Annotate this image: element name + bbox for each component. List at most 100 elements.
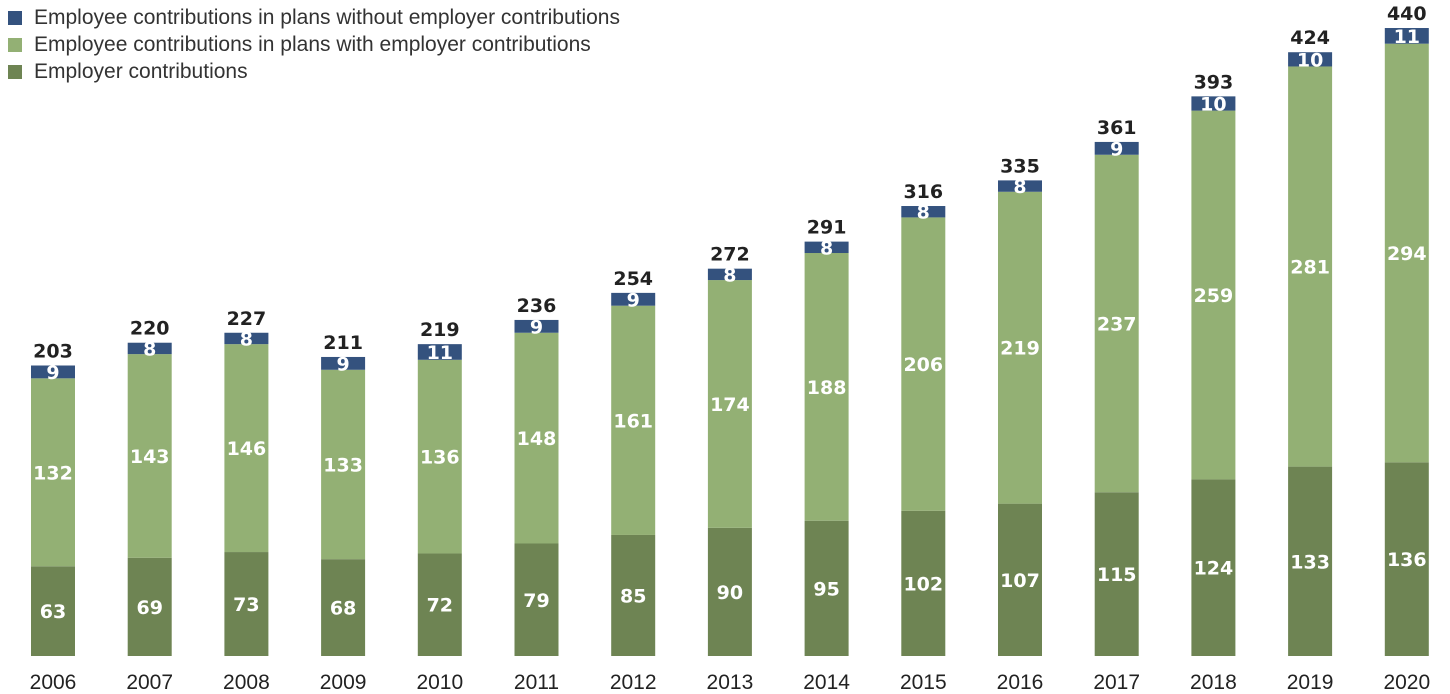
data-label-employee-contributions-in-plans-without-employer-contributions-2016: 8 (1013, 176, 1026, 198)
bar-segment-employee-contributions-in-plans-with-employer-contributions-2020 (1384, 43, 1429, 463)
data-label-employer-contributions-2007: 69 (136, 597, 162, 619)
legend-label-employee-with-employer: Employee contributions in plans with emp… (34, 33, 591, 56)
data-label-employee-contributions-in-plans-with-employer-contributions-2006: 132 (33, 462, 73, 484)
bar-segment-employee-contributions-in-plans-without-employer-contributions-2019 (1288, 52, 1333, 67)
data-label-employee-contributions-in-plans-with-employer-contributions-2014: 188 (807, 377, 847, 399)
legend-item-employee-with-employer: Employee contributions in plans with emp… (8, 31, 620, 58)
data-label-employee-contributions-in-plans-with-employer-contributions-2017: 237 (1097, 313, 1137, 335)
x-tick-label-2011: 2011 (514, 671, 559, 694)
x-tick-label-2017: 2017 (1093, 671, 1140, 694)
data-label-employee-contributions-in-plans-without-employer-contributions-2014: 8 (820, 237, 833, 259)
data-label-employee-contributions-in-plans-without-employer-contributions-2006: 9 (46, 362, 59, 384)
data-label-employer-contributions-2010: 72 (427, 595, 453, 617)
bar-segment-employee-contributions-in-plans-with-employer-contributions-2019 (1288, 66, 1333, 467)
total-label-2016: 335 (1000, 155, 1040, 177)
data-label-employee-contributions-in-plans-with-employer-contributions-2010: 136 (420, 447, 460, 469)
bar-segment-employee-contributions-in-plans-with-employer-contributions-2006 (31, 378, 75, 567)
bar-segment-employer-contributions-2015 (901, 510, 946, 656)
data-label-employee-contributions-in-plans-with-employer-contributions-2019: 281 (1290, 257, 1330, 279)
bar-segment-employee-contributions-in-plans-without-employer-contributions-2006 (31, 365, 75, 379)
data-label-employer-contributions-2018: 124 (1194, 558, 1234, 580)
x-tick-label-2016: 2016 (997, 671, 1044, 694)
data-label-employer-contributions-2011: 79 (523, 590, 549, 612)
data-label-employer-contributions-2008: 73 (233, 594, 259, 616)
data-label-employee-contributions-in-plans-without-employer-contributions-2011: 9 (530, 316, 543, 338)
legend-swatch-employee-without-employer (8, 11, 22, 25)
legend-item-employer-contributions: Employer contributions (8, 58, 620, 85)
data-label-employee-contributions-in-plans-with-employer-contributions-2013: 174 (710, 394, 750, 416)
legend-label-employer-contributions: Employer contributions (34, 60, 248, 83)
total-label-2009: 211 (323, 332, 363, 354)
chart-legend: Employee contributions in plans without … (8, 4, 620, 85)
legend-item-employee-without-employer: Employee contributions in plans without … (8, 4, 620, 31)
bar-segment-employee-contributions-in-plans-without-employer-contributions-2018 (1191, 96, 1236, 111)
data-label-employer-contributions-2012: 85 (620, 585, 646, 607)
total-label-2011: 236 (517, 295, 557, 317)
data-label-employer-contributions-2017: 115 (1097, 564, 1137, 586)
data-label-employee-contributions-in-plans-with-employer-contributions-2009: 133 (323, 454, 363, 476)
bar-segment-employee-contributions-in-plans-with-employer-contributions-2008 (224, 344, 269, 553)
total-label-2013: 272 (710, 244, 750, 266)
bar-segment-employee-contributions-in-plans-with-employer-contributions-2011 (514, 332, 559, 544)
total-label-2008: 227 (227, 308, 267, 330)
x-tick-label-2008: 2008 (223, 671, 270, 694)
data-label-employee-contributions-in-plans-with-employer-contributions-2020: 294 (1387, 243, 1427, 265)
data-label-employee-contributions-in-plans-without-employer-contributions-2018: 10 (1200, 93, 1226, 115)
data-label-employee-contributions-in-plans-with-employer-contributions-2008: 146 (227, 438, 267, 460)
bar-segment-employee-contributions-in-plans-without-employer-contributions-2020 (1384, 28, 1429, 44)
bar-segment-employee-contributions-in-plans-with-employer-contributions-2009 (321, 369, 366, 560)
data-label-employee-contributions-in-plans-with-employer-contributions-2016: 219 (1000, 338, 1040, 360)
bar-segment-employee-contributions-in-plans-without-employer-contributions-2014 (804, 241, 849, 254)
data-label-employer-contributions-2013: 90 (717, 582, 743, 604)
bar-segment-employee-contributions-in-plans-with-employer-contributions-2017 (1094, 154, 1139, 493)
data-label-employee-contributions-in-plans-without-employer-contributions-2019: 10 (1297, 49, 1323, 71)
data-label-employee-contributions-in-plans-with-employer-contributions-2011: 148 (517, 428, 557, 450)
total-label-2019: 424 (1290, 27, 1330, 49)
bar-segment-employee-contributions-in-plans-without-employer-contributions-2016 (998, 180, 1042, 192)
bar-segment-employer-contributions-2009 (321, 559, 366, 656)
bar-segment-employer-contributions-2014 (804, 520, 849, 656)
bar-segment-employee-contributions-in-plans-without-employer-contributions-2017 (1094, 141, 1139, 155)
x-tick-label-2013: 2013 (707, 671, 754, 694)
bar-segment-employee-contributions-in-plans-without-employer-contributions-2008 (224, 332, 269, 345)
data-label-employee-contributions-in-plans-with-employer-contributions-2015: 206 (903, 354, 943, 376)
data-label-employee-contributions-in-plans-without-employer-contributions-2017: 9 (1110, 138, 1123, 160)
bar-segment-employer-contributions-2006 (31, 566, 75, 656)
bar-segment-employer-contributions-2018 (1191, 479, 1236, 656)
total-label-2010: 219 (420, 319, 460, 341)
bar-segment-employee-contributions-in-plans-without-employer-contributions-2011 (514, 319, 559, 333)
x-tick-label-2007: 2007 (126, 671, 173, 694)
x-tick-label-2020: 2020 (1383, 671, 1430, 694)
total-label-2006: 203 (33, 341, 73, 363)
x-tick-label-2009: 2009 (320, 671, 367, 694)
total-label-2007: 220 (130, 318, 170, 340)
data-label-employer-contributions-2009: 68 (330, 598, 356, 620)
bar-segment-employee-contributions-in-plans-without-employer-contributions-2009 (321, 356, 366, 370)
data-label-employer-contributions-2006: 63 (40, 601, 66, 623)
bar-segment-employer-contributions-2016 (998, 503, 1042, 656)
x-tick-label-2018: 2018 (1190, 671, 1237, 694)
bar-segment-employer-contributions-2010 (417, 553, 462, 656)
bar-segment-employee-contributions-in-plans-with-employer-contributions-2012 (611, 305, 656, 535)
data-label-employee-contributions-in-plans-without-employer-contributions-2012: 9 (627, 289, 640, 311)
x-tick-label-2014: 2014 (803, 671, 850, 694)
bar-segment-employee-contributions-in-plans-with-employer-contributions-2007 (127, 354, 172, 558)
bar-segment-employer-contributions-2008 (224, 552, 269, 656)
x-tick-label-2015: 2015 (900, 671, 947, 694)
bar-segment-employee-contributions-in-plans-without-employer-contributions-2013 (707, 268, 752, 281)
bar-segment-employee-contributions-in-plans-without-employer-contributions-2007 (127, 342, 172, 355)
bar-segment-employee-contributions-in-plans-without-employer-contributions-2015 (901, 206, 946, 218)
bar-segment-employee-contributions-in-plans-with-employer-contributions-2018 (1191, 110, 1236, 480)
total-label-2012: 254 (613, 268, 653, 290)
total-label-2015: 316 (903, 181, 943, 203)
bar-segment-employee-contributions-in-plans-with-employer-contributions-2015 (901, 217, 946, 511)
total-label-2014: 291 (807, 217, 847, 239)
bar-segment-employer-contributions-2012 (611, 534, 656, 656)
x-tick-label-2010: 2010 (416, 671, 463, 694)
data-label-employee-contributions-in-plans-with-employer-contributions-2012: 161 (613, 410, 653, 432)
data-label-employee-contributions-in-plans-without-employer-contributions-2007: 8 (143, 338, 156, 360)
x-tick-label-2006: 2006 (30, 671, 77, 694)
data-label-employee-contributions-in-plans-without-employer-contributions-2008: 8 (240, 328, 253, 350)
data-label-employer-contributions-2016: 107 (1000, 570, 1040, 592)
